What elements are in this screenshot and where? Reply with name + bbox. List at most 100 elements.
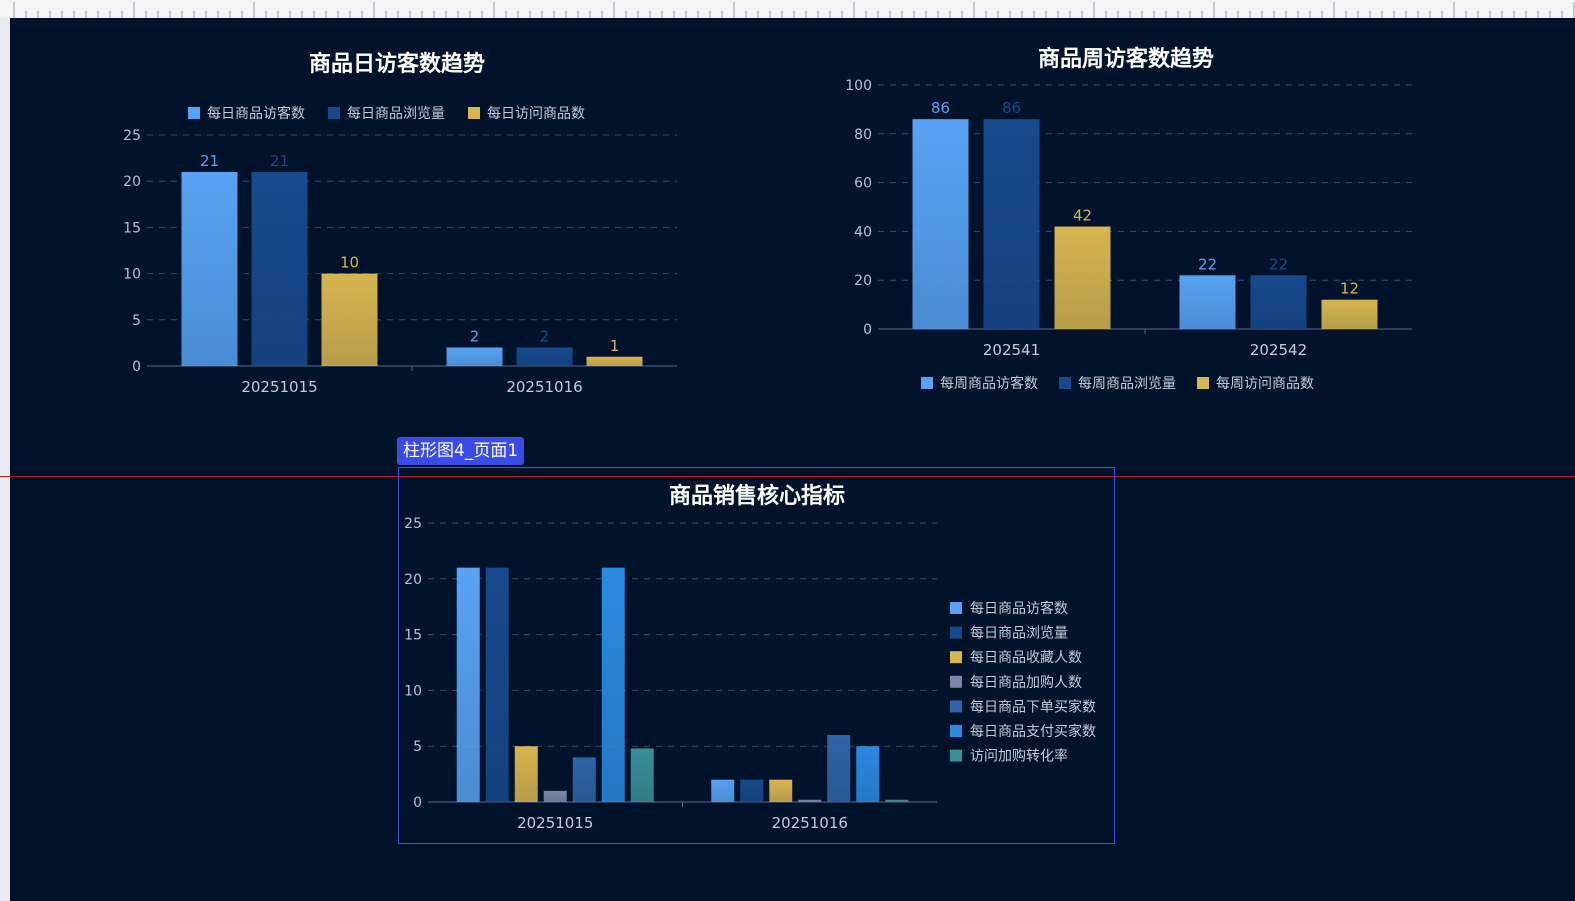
ruler-ticks bbox=[13, 2, 1575, 18]
legend-swatch bbox=[950, 749, 962, 762]
bar[interactable] bbox=[885, 799, 909, 802]
legend-swatch bbox=[950, 626, 962, 639]
bar[interactable] bbox=[485, 567, 509, 802]
data-label: 21 bbox=[200, 152, 219, 170]
legend-label[interactable]: 每周商品浏览量 bbox=[1078, 376, 1176, 392]
data-label: 12 bbox=[1340, 280, 1359, 298]
chart-title: 商品销售核心指标 bbox=[669, 483, 845, 509]
legend-label[interactable]: 每日商品支付买家数 bbox=[970, 723, 1096, 740]
legend-swatch bbox=[188, 107, 200, 119]
y-tick-label: 0 bbox=[413, 795, 422, 811]
y-tick-label: 20 bbox=[404, 572, 422, 588]
legend-label[interactable]: 每日商品浏览量 bbox=[970, 626, 1068, 642]
y-tick-label: 5 bbox=[132, 313, 141, 329]
legend-label[interactable]: 每日商品访客数 bbox=[970, 600, 1068, 617]
bar[interactable] bbox=[543, 790, 567, 802]
legend-label[interactable]: 每日商品收藏人数 bbox=[970, 650, 1082, 666]
y-tick-label: 0 bbox=[863, 322, 872, 338]
bar[interactable] bbox=[181, 171, 238, 366]
y-tick-label: 15 bbox=[404, 628, 422, 644]
legend-label[interactable]: 访问加购转化率 bbox=[970, 748, 1068, 765]
legend-swatch bbox=[950, 602, 962, 614]
bar[interactable] bbox=[1179, 275, 1236, 329]
y-tick-label: 10 bbox=[404, 683, 422, 699]
bar[interactable] bbox=[769, 779, 793, 802]
data-label: 2 bbox=[470, 328, 480, 346]
data-label: 21 bbox=[270, 152, 289, 170]
legend-swatch bbox=[921, 377, 933, 389]
bar[interactable] bbox=[456, 567, 480, 802]
y-tick-label: 25 bbox=[404, 516, 422, 532]
bar[interactable] bbox=[1321, 299, 1378, 329]
legend-swatch bbox=[950, 675, 962, 688]
legend-swatch bbox=[1197, 377, 1209, 389]
x-tick-label: 202541 bbox=[983, 341, 1040, 359]
bar[interactable] bbox=[514, 746, 538, 802]
selected-component-label: 柱形图4_页面1 bbox=[397, 437, 525, 465]
bar[interactable] bbox=[572, 757, 596, 802]
legend-label[interactable]: 每日商品浏览量 bbox=[347, 106, 445, 122]
data-label: 2 bbox=[540, 328, 550, 346]
bar[interactable] bbox=[740, 779, 764, 802]
chart-title: 商品日访客数趋势 bbox=[309, 51, 485, 77]
y-tick-label: 20 bbox=[854, 273, 872, 289]
x-tick-label: 20251015 bbox=[517, 814, 593, 832]
alignment-guide-line bbox=[0, 476, 1575, 477]
top-ruler bbox=[0, 0, 1575, 19]
y-tick-label: 40 bbox=[854, 224, 872, 240]
bar[interactable] bbox=[912, 119, 969, 329]
legend-label[interactable]: 每日商品下单买家数 bbox=[970, 698, 1096, 715]
legend-swatch bbox=[950, 700, 962, 713]
legend-label[interactable]: 每日商品访客数 bbox=[207, 105, 305, 122]
bar[interactable] bbox=[827, 735, 851, 802]
x-tick-label: 20251015 bbox=[241, 378, 317, 396]
bar[interactable] bbox=[586, 356, 643, 366]
data-label: 10 bbox=[340, 254, 359, 272]
y-tick-label: 25 bbox=[123, 128, 141, 144]
y-tick-label: 80 bbox=[854, 127, 872, 143]
chart-title: 商品周访客数趋势 bbox=[1038, 46, 1214, 72]
data-label: 1 bbox=[610, 337, 620, 355]
legend-swatch bbox=[328, 107, 340, 119]
legend-swatch bbox=[950, 651, 962, 664]
bar[interactable] bbox=[446, 347, 503, 366]
y-tick-label: 60 bbox=[854, 176, 872, 192]
y-tick-label: 20 bbox=[123, 174, 141, 190]
data-label: 86 bbox=[1002, 99, 1021, 117]
y-tick-label: 100 bbox=[845, 78, 872, 94]
x-tick-label: 20251016 bbox=[506, 378, 582, 396]
legend-label[interactable]: 每日商品加购人数 bbox=[970, 675, 1082, 691]
dashboard-canvas: 商品日访客数趋势 0 5 10 15 20 25 20251015 21 21 10 20251016… bbox=[10, 18, 1575, 901]
bar[interactable] bbox=[630, 748, 654, 802]
x-tick-label: 202542 bbox=[1250, 341, 1307, 359]
y-tick-label: 10 bbox=[123, 267, 141, 283]
legend-label[interactable]: 每日访问商品数 bbox=[487, 106, 585, 122]
legend-swatch bbox=[468, 107, 480, 119]
data-label: 42 bbox=[1073, 207, 1092, 225]
legend-swatch bbox=[950, 725, 962, 737]
bar[interactable] bbox=[321, 273, 378, 366]
x-tick-label: 20251016 bbox=[772, 814, 848, 832]
legend-label[interactable]: 每周商品访客数 bbox=[940, 375, 1038, 392]
y-tick-label: 0 bbox=[132, 359, 141, 375]
data-label: 22 bbox=[1269, 255, 1288, 273]
y-tick-label: 5 bbox=[413, 739, 422, 755]
bar[interactable] bbox=[856, 746, 880, 802]
bar[interactable] bbox=[983, 119, 1040, 329]
bar[interactable] bbox=[798, 799, 822, 802]
bar[interactable] bbox=[601, 567, 625, 802]
data-label: 22 bbox=[1198, 255, 1217, 273]
bar[interactable] bbox=[1250, 275, 1307, 329]
y-tick-label: 15 bbox=[123, 220, 141, 236]
bar[interactable] bbox=[711, 779, 735, 802]
bar[interactable] bbox=[516, 347, 573, 366]
legend-swatch bbox=[1059, 377, 1071, 389]
bar[interactable] bbox=[1054, 226, 1111, 329]
selected-component-frame[interactable] bbox=[398, 467, 1115, 844]
bar[interactable] bbox=[251, 171, 308, 366]
legend-label[interactable]: 每周访问商品数 bbox=[1216, 376, 1314, 392]
data-label: 86 bbox=[931, 99, 950, 117]
